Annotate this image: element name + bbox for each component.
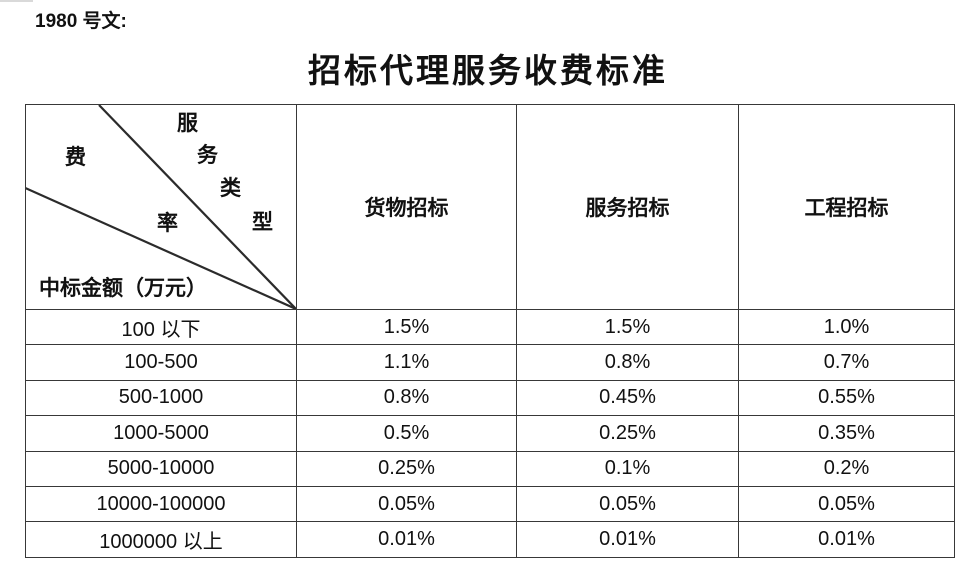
rate-cell: 0.05% [516,485,739,523]
rate-cell: 0.55% [738,379,955,417]
rate-cell: 1.1% [296,344,517,381]
amount-range-cell: 100 以下 [25,308,297,346]
rate-cell: 0.01% [516,521,739,558]
rate-cell: 0.2% [738,450,955,487]
page-edge-artifact [0,0,33,2]
rate-cell: 1.5% [516,308,739,346]
table-row: 5000-10000 0.25% 0.1% 0.2% [25,450,955,487]
rate-cell: 0.25% [296,450,517,487]
rate-cell: 0.01% [296,521,517,558]
column-header-goods-bidding: 货物招标 [296,104,517,310]
document-title: 招标代理服务收费标准 [308,54,668,90]
amount-range-cell: 10000-100000 [25,485,297,523]
amount-range-cell: 1000-5000 [25,415,297,452]
rate-cell: 0.1% [516,450,739,487]
rate-cell: 1.0% [738,308,955,346]
column-header-services-bidding: 服务招标 [516,104,739,310]
diagonal-divider-lines [26,105,296,309]
rate-cell: 0.8% [516,344,739,381]
rate-cell: 0.35% [738,415,955,452]
diagonal-line-upper [98,105,296,309]
table-row: 1000-5000 0.5% 0.25% 0.35% [25,415,955,452]
table-row: 10000-100000 0.05% 0.05% 0.05% [25,485,955,523]
rate-cell: 0.7% [738,344,955,381]
table-row: 500-1000 0.8% 0.45% 0.55% [25,379,955,417]
column-header-engineering-bidding: 工程招标 [738,104,955,310]
diagonal-line-lower [26,187,296,309]
amount-range-cell: 100-500 [25,344,297,381]
corner-label-rate-char: 费 [65,145,86,169]
rate-cell: 0.05% [738,485,955,523]
rate-cell: 0.01% [738,521,955,558]
amount-range-cell: 1000000 以上 [25,521,297,558]
rate-cell: 1.5% [296,308,517,346]
corner-label-service-type-char: 服 [177,111,198,135]
corner-label-service-type-char: 务 [197,143,218,167]
corner-label-rate-char: 率 [157,211,178,235]
corner-label-service-type-char: 型 [252,210,273,234]
rate-cell: 0.45% [516,379,739,417]
rate-cell: 0.25% [516,415,739,452]
diagonal-corner-cell: 服 务 类 型 费 率 中标金额（万元） [25,104,297,310]
doc-number-label: 1980 号文: [35,11,127,32]
table-row: 100-500 1.1% 0.8% 0.7% [25,344,955,381]
table-header-row: 服 务 类 型 费 率 中标金额（万元） 货物招标 服务招标 工程招标 [25,104,955,310]
fee-standard-table: 服 务 类 型 费 率 中标金额（万元） 货物招标 服务招标 工程招标 100 … [25,104,955,558]
table-row: 100 以下 1.5% 1.5% 1.0% [25,308,955,346]
amount-range-cell: 5000-10000 [25,450,297,487]
amount-range-cell: 500-1000 [25,379,297,417]
rate-cell: 0.5% [296,415,517,452]
rate-cell: 0.05% [296,485,517,523]
rate-cell: 0.8% [296,379,517,417]
table-row: 1000000 以上 0.01% 0.01% 0.01% [25,521,955,558]
amount-axis-label: 中标金额（万元） [39,276,207,300]
corner-label-service-type-char: 类 [220,176,241,200]
